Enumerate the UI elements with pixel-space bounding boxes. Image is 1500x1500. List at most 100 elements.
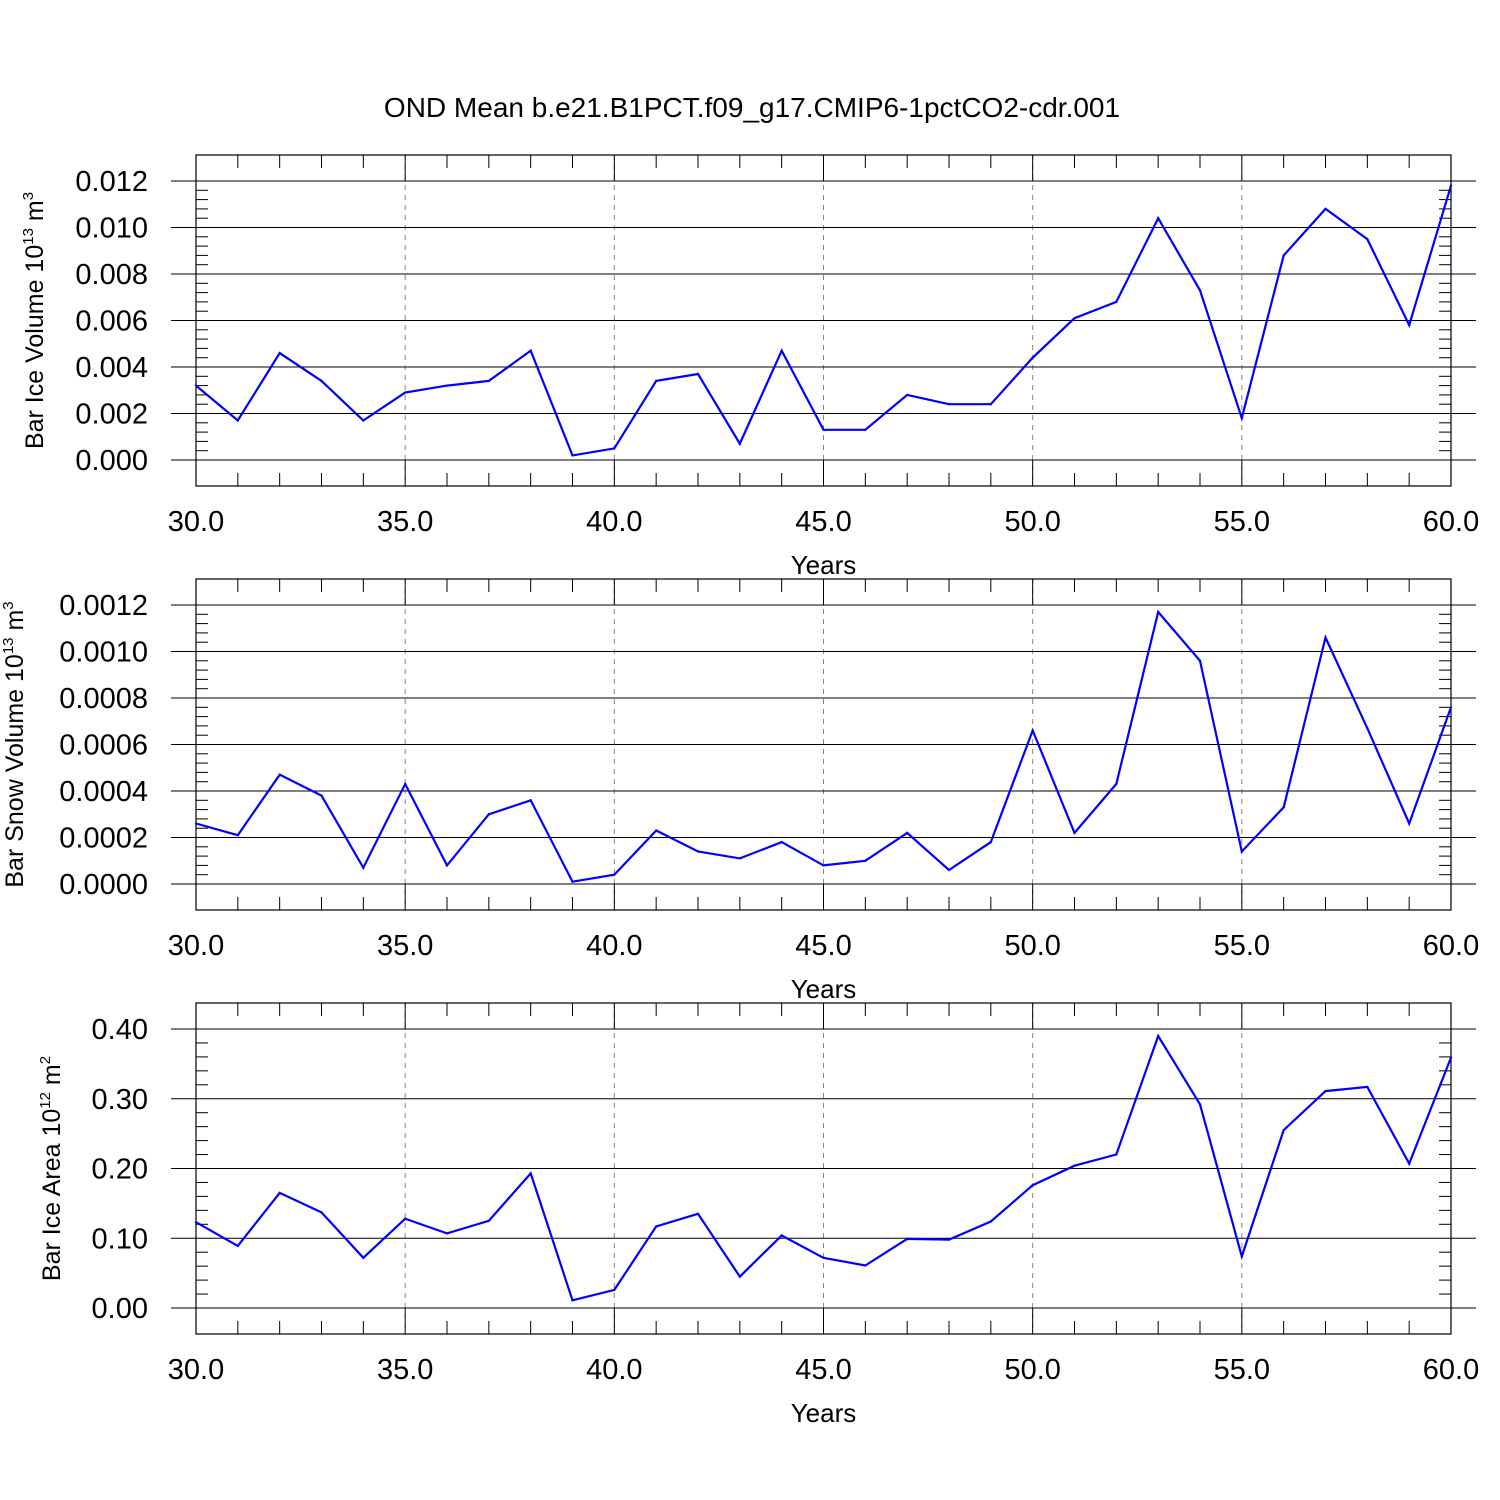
panel-ice-area-y-tick-label: 0.10 [92,1223,148,1255]
panel-ice-volume-y-tick-label: 0.002 [75,399,148,431]
panel-ice-volume-data-point [362,419,365,422]
panel-ice-volume-data-point [403,391,407,394]
panel-ice-volume-data-point [1073,316,1076,320]
panel-snow-volume-data-point [278,773,281,776]
panel-ice-area-data-point [1324,1089,1327,1093]
panel-ice-volume-y-tick-label: 0.008 [75,259,148,291]
panel-ice-area-data-point [1282,1128,1285,1132]
panel-ice-area-data-point [194,1221,198,1224]
panel-ice-area-x-tick-label: 60.0 [1423,1354,1479,1386]
panel-ice-volume-data-point [194,384,198,387]
panel-snow-volume-data-point [989,840,993,844]
panel-snow-volume-y-tick-label: 0.0006 [59,730,148,762]
panel-snow-volume-x-tick-label: 55.0 [1214,930,1270,962]
panel-snow-volume-data-point [864,859,867,862]
panel-snow-volume-data-point [487,813,491,816]
panel-ice-area-data-point [487,1219,491,1223]
panel-snow-volume-x-tick-label: 30.0 [168,930,224,962]
panel-snow-volume-x-tick-label: 45.0 [795,930,851,962]
panel-ice-area-data-point [320,1211,323,1214]
panel-ice-volume-data-point [1407,323,1411,327]
panel-snow-volume-data-point [1156,610,1160,614]
panel-ice-area-data-point [278,1191,281,1195]
panel-snow-volume-x-axis-label: Years [791,974,857,1004]
panel-ice-area-data-point [864,1264,867,1267]
panel-ice-volume-data-point [278,351,281,355]
panel-ice-volume-data-point [529,349,532,352]
panel-ice-volume-x-tick-label: 50.0 [1004,506,1060,538]
panel-snow-volume-x-tick-label: 50.0 [1004,930,1060,962]
panel-ice-area-x-tick-label: 35.0 [377,1354,433,1386]
panel-ice-area-data-point [905,1237,909,1241]
panel-ice-volume-x-tick-label: 40.0 [586,506,642,538]
panel-ice-volume-data-point [1366,237,1369,241]
panel-ice-area-data-point [1156,1034,1160,1038]
panel-ice-area-data-point [989,1220,993,1223]
panel-snow-volume-data-point [571,880,574,883]
panel-ice-volume-data-point [1156,217,1160,220]
panel-ice-volume-data-point [571,454,574,457]
panel-snow-volume-data-point [1115,782,1118,786]
panel-snow-volume-data-point [403,782,407,786]
panel-ice-area-data-point [1031,1184,1034,1187]
panel-snow-volume-y-tick-label: 0.0012 [59,590,148,622]
panel-snow-volume-data-point [1366,727,1369,730]
panel-snow-volume-y-tick-label: 0.0010 [59,637,148,669]
panel-snow-volume-x-tick-label: 60.0 [1423,930,1479,962]
panel-ice-area-data-point [445,1232,449,1235]
panel-ice-area-x-axis-label: Years [791,1398,857,1428]
panel-snow-volume-y-tick-label: 0.0002 [59,823,148,855]
panel-ice-volume-x-tick-label: 30.0 [168,506,224,538]
panel-ice-volume-y-tick-label: 0.004 [75,352,148,384]
panel-snow-volume-data-point [1407,822,1411,825]
panel-snow-volume-data-point [1198,659,1202,662]
panel-ice-volume-x-tick-label: 55.0 [1214,506,1270,538]
panel-ice-area-x-tick-label: 50.0 [1004,1354,1060,1386]
panel-snow-volume-data-point [738,857,742,860]
panel-ice-area-data-point [822,1256,825,1259]
panel-snow-volume-data-point [780,840,783,844]
panel-ice-volume-x-tick-label: 60.0 [1423,506,1479,538]
panel-ice-volume-data-point [864,428,867,431]
panel-ice-area-data-point [1366,1085,1369,1089]
panel-snow-volume-data-point [696,850,700,853]
panel-ice-volume-y-tick-label: 0.010 [75,213,148,245]
panel-ice-volume-x-axis-label: Years [791,550,857,580]
panel-snow-volume-data-point [1324,636,1327,639]
panel-ice-volume-data-point [1282,254,1285,257]
panel-ice-area-y-tick-label: 0.30 [92,1084,148,1116]
panel-snow-volume-data-point [654,829,658,832]
panel-ice-volume-data-point [1198,289,1202,292]
panel-ice-area-data-point [1407,1162,1411,1165]
panel-ice-volume-data-point [445,384,449,387]
panel-ice-volume-y-tick-label: 0.012 [75,166,148,198]
panel-snow-volume-data-point [613,873,616,876]
panel-snow-volume-data-point [362,866,365,869]
panel-snow-volume-data-point [529,799,532,802]
panel-ice-area-data-point [362,1256,365,1259]
panel-ice-area-y-axis-label: Bar Ice Area 1012 m2 [37,1056,66,1281]
panel-ice-area-x-tick-label: 40.0 [586,1354,642,1386]
panel-ice-area-data-point [780,1234,783,1237]
panel-ice-area-data-point [1115,1153,1118,1156]
panel-ice-area-data-point [1449,1056,1453,1059]
panel-ice-volume: 0.000 0.002 0.004 0.006 0.008 0.010 0.012 30.0 3… [20,154,1479,580]
panel-snow-volume-data-point [947,868,951,872]
panel-ice-volume-data-point [320,379,323,383]
panel-ice-area-data-point [738,1275,742,1278]
panel-snow-volume-y-tick-label: 0.0000 [59,869,148,901]
panel-ice-area-x-tick-label: 30.0 [168,1354,224,1386]
panel-ice-area-data-point [613,1288,616,1292]
panel-ice-volume-data-point [1031,356,1034,359]
panel-snow-volume-x-tick-label: 35.0 [377,930,433,962]
panel-snow-volume-data-point [236,833,240,837]
panel-snow-volume-data-point [1282,806,1285,809]
panel-ice-area: 0.00 0.10 0.20 0.30 0.40 30.0 35.0 40.0 45.0 50.0… [37,1002,1479,1428]
panel-ice-area-y-tick-label: 0.40 [92,1014,148,1046]
panel-ice-area-data-point [654,1225,658,1228]
panel-ice-volume-data-point [1449,184,1453,187]
panel-ice-volume-data-point [738,442,742,445]
panel-ice-volume-data-point [654,379,658,383]
figure-title: OND Mean b.e21.B1PCT.f09_g17.CMIP6-1pctC… [384,92,1120,123]
